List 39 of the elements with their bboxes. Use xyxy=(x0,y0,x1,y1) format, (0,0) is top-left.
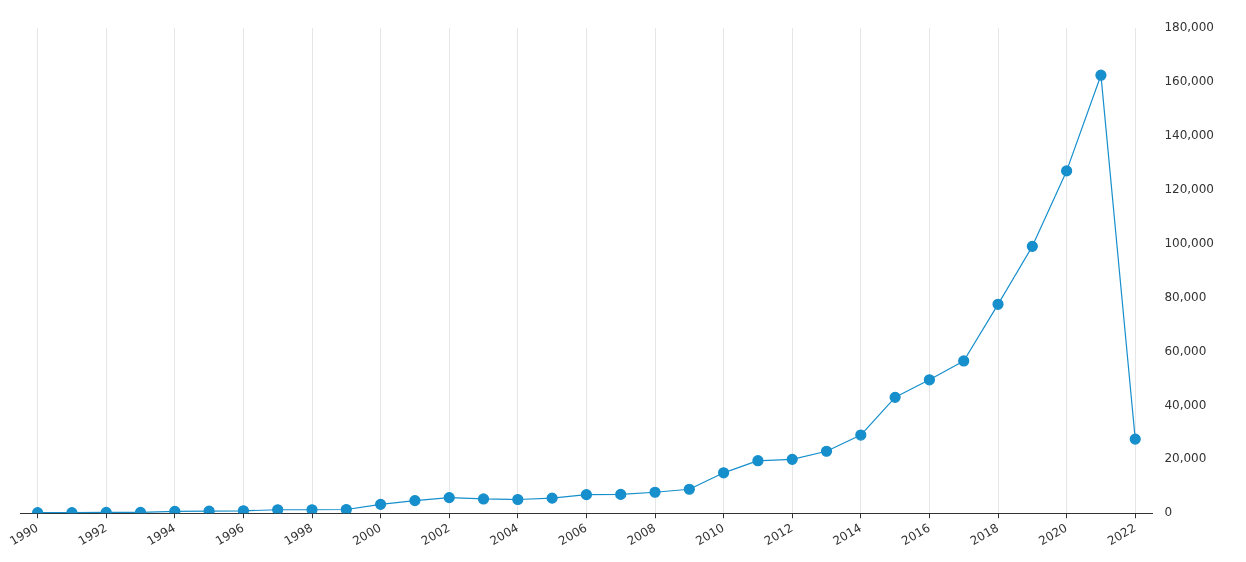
point xyxy=(375,498,387,510)
point xyxy=(306,504,318,514)
point xyxy=(512,493,524,506)
point xyxy=(958,355,970,367)
point xyxy=(409,494,421,507)
point xyxy=(546,492,558,504)
point xyxy=(889,391,901,403)
point xyxy=(272,504,284,514)
point xyxy=(340,503,352,514)
point xyxy=(683,483,695,495)
y-tick-label: 40,000 xyxy=(1164,397,1207,412)
y-tick-label: 60,000 xyxy=(1164,343,1207,358)
y-tick-label: 100,000 xyxy=(1164,235,1214,250)
point xyxy=(820,445,833,457)
point xyxy=(1026,240,1038,252)
point xyxy=(443,492,455,504)
point xyxy=(855,429,867,441)
point xyxy=(1129,433,1141,445)
point xyxy=(1095,69,1107,81)
point xyxy=(718,467,730,479)
point xyxy=(649,486,661,498)
point xyxy=(580,489,593,501)
point xyxy=(1061,165,1073,177)
point xyxy=(169,505,181,514)
point xyxy=(203,505,215,514)
point xyxy=(237,505,249,514)
y-tick-label: 0 xyxy=(1164,505,1173,520)
point xyxy=(992,298,1004,310)
point xyxy=(615,488,627,500)
point xyxy=(752,455,764,467)
y-tick-label: 120,000 xyxy=(1164,181,1214,196)
y-tick-label: 180,000 xyxy=(1164,20,1214,35)
point xyxy=(786,453,798,465)
y-tick-label: 20,000 xyxy=(1164,451,1207,466)
point xyxy=(923,374,936,386)
point xyxy=(477,493,490,505)
y-tick-label: 80,000 xyxy=(1164,289,1207,304)
y-tick-label: 160,000 xyxy=(1164,74,1214,89)
y-tick-label: 140,000 xyxy=(1164,127,1214,142)
